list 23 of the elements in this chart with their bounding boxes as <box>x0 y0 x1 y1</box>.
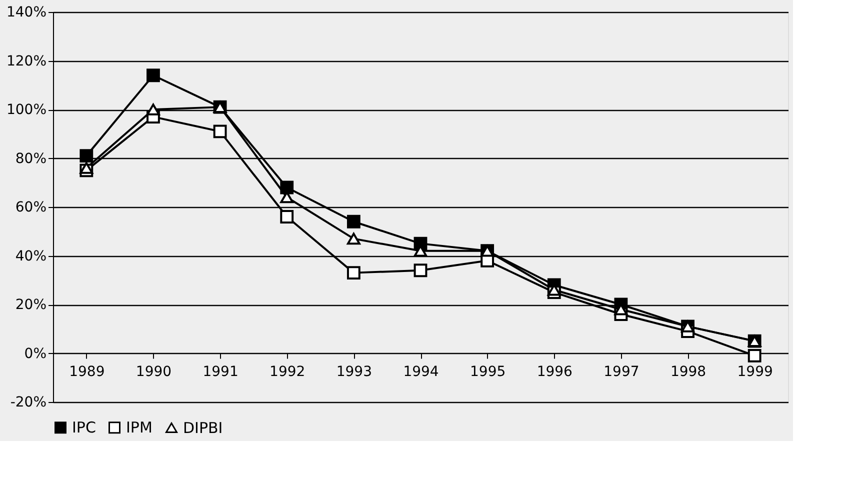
x-tick-label: 1990 <box>136 364 172 380</box>
y-tick-label: 20% <box>15 297 46 313</box>
y-tick-label: 120% <box>6 53 46 70</box>
y-tick-label: 140% <box>6 4 46 20</box>
y-tick-label: 40% <box>15 248 46 264</box>
x-tick-label: 1996 <box>536 364 573 380</box>
x-tick-label: 1991 <box>202 364 238 380</box>
x-tick-label: 1989 <box>69 364 105 380</box>
x-tick-label: 1993 <box>336 364 372 380</box>
y-tick-label: 100% <box>6 102 46 118</box>
legend-label: IPC <box>72 418 96 437</box>
x-tick-label: 1995 <box>470 364 506 380</box>
x-tick-label: 1997 <box>604 364 640 380</box>
x-tick-label: 1998 <box>670 364 706 380</box>
legend-label: DIPBI <box>183 418 223 437</box>
y-tick-label: 60% <box>15 200 46 216</box>
y-tick-label: 80% <box>15 150 46 167</box>
x-tick-label: 1999 <box>737 364 773 380</box>
x-tick-label: 1992 <box>270 364 306 380</box>
y-tick-label: 0% <box>24 346 46 362</box>
legend-label: IPM <box>126 418 152 437</box>
x-tick-label: 1994 <box>403 364 439 380</box>
y-tick-label: -20% <box>10 394 46 410</box>
